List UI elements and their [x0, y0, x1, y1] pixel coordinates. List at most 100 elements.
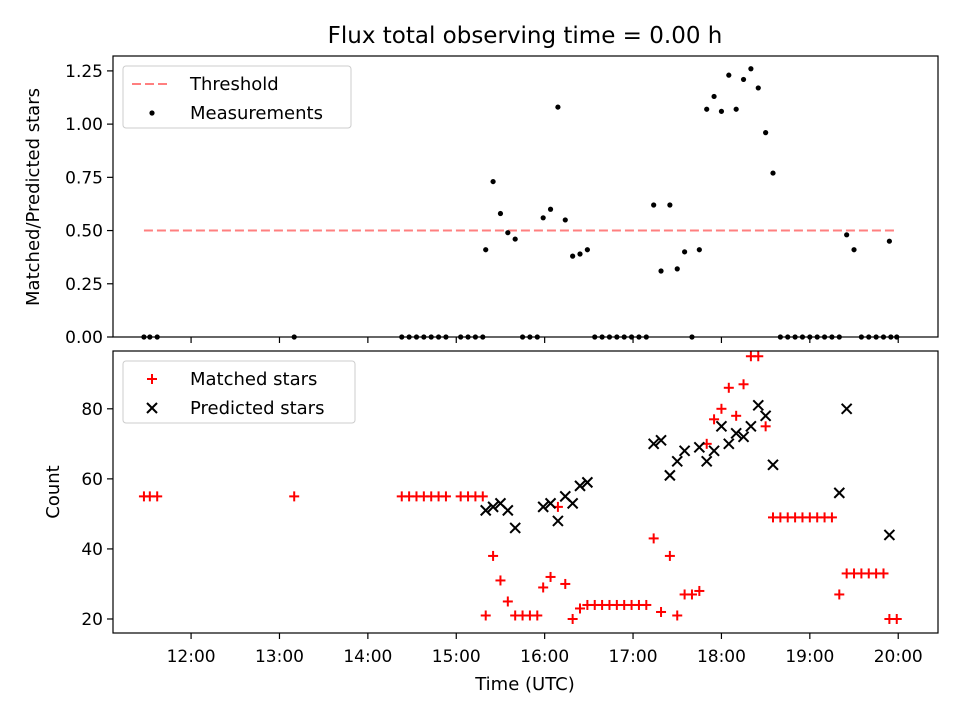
data-point: [495, 575, 506, 586]
data-point: [509, 522, 521, 534]
data-point: [581, 476, 594, 489]
data-point-stroke-b: [737, 431, 750, 443]
data-point: [562, 217, 568, 223]
data-point: [667, 202, 673, 208]
data-point-stroke-b: [671, 455, 683, 468]
data-point: [733, 106, 739, 112]
y-tick-label: 80: [81, 400, 103, 420]
series-predicted-stars: [480, 399, 896, 541]
data-point: [547, 206, 554, 212]
data-point: [709, 414, 720, 425]
data-point: [538, 582, 549, 593]
data-point: [655, 434, 667, 447]
data-point: [440, 491, 451, 502]
data-point-stroke-b: [767, 459, 779, 471]
data-point: [532, 610, 543, 621]
data-point-stroke-b: [647, 438, 660, 450]
data-point: [544, 497, 557, 510]
data-point: [545, 571, 556, 582]
data-point: [711, 93, 717, 100]
data-point: [694, 585, 705, 596]
legend-label: Threshold: [189, 74, 279, 95]
data-point: [648, 533, 659, 544]
data-point: [152, 491, 163, 502]
data-point: [552, 515, 564, 527]
data-point: [566, 497, 579, 510]
x-tick-label: 18:00: [697, 647, 746, 667]
top-y-axis-label: Matched/Predicted stars: [23, 88, 44, 306]
data-point: [826, 512, 837, 523]
x-tick-label: 14:00: [343, 647, 392, 667]
data-point-stroke-b: [678, 445, 691, 457]
legend: Matched stars Predicted stars: [122, 360, 356, 424]
chart-title: Flux total observing time = 0.00 h: [328, 23, 723, 49]
data-point: [755, 85, 761, 91]
data-point-stroke-b: [537, 501, 549, 513]
data-point: [834, 589, 845, 600]
y-tick-label: 40: [81, 540, 103, 560]
data-point-stroke-b: [480, 504, 492, 517]
data-point: [840, 403, 853, 415]
data-point: [289, 491, 300, 502]
legend-box: [122, 65, 352, 129]
data-point: [891, 613, 902, 624]
data-point-stroke-b: [752, 399, 764, 412]
data-point: [502, 596, 513, 607]
x-tick-label: 20:00: [874, 647, 923, 667]
y-tick-label: 0.50: [65, 222, 103, 242]
data-point: [480, 504, 492, 517]
data-point: [490, 178, 496, 185]
data-point: [678, 445, 691, 457]
data-point-stroke-b: [833, 487, 846, 499]
data-point: [647, 438, 660, 450]
legend-swatch-dot: [149, 110, 155, 116]
bottom-panel: 20 40 60 80 12:00 13:00 14:00 15:00 16:00 17:00 18…: [81, 350, 939, 667]
data-point: [767, 459, 779, 471]
data-point: [844, 232, 850, 238]
data-point-stroke-b: [574, 480, 586, 492]
data-point: [718, 108, 725, 114]
data-point: [833, 487, 846, 499]
legend-label: Predicted stars: [190, 398, 324, 419]
data-point: [570, 253, 576, 259]
data-point: [700, 455, 713, 468]
bottom-y-axis-label: Count: [43, 465, 64, 518]
data-point: [671, 455, 683, 468]
y-tick-label: 0.00: [65, 328, 103, 348]
y-tick-label: 1.00: [65, 115, 103, 135]
data-point: [477, 491, 488, 502]
data-point: [502, 504, 514, 517]
x-tick-label: 16:00: [520, 647, 569, 667]
data-point: [708, 445, 720, 457]
data-point: [716, 403, 727, 414]
data-point-stroke-b: [664, 469, 676, 482]
data-point: [487, 501, 499, 513]
data-point: [737, 431, 750, 443]
data-point-stroke-b: [552, 515, 564, 527]
plot-frame: [112, 55, 939, 338]
data-point: [537, 501, 549, 513]
data-point: [575, 603, 586, 614]
data-point-stroke-b: [745, 420, 757, 433]
data-point: [483, 247, 489, 253]
data-point: [696, 247, 702, 253]
data-point: [738, 379, 749, 390]
data-point: [770, 170, 776, 176]
data-point: [674, 266, 680, 272]
data-point: [763, 130, 769, 136]
data-point: [480, 610, 491, 621]
data-point-stroke-b: [544, 497, 557, 510]
data-point: [555, 104, 561, 110]
y-tick-label: 1.25: [65, 62, 103, 82]
data-point: [753, 351, 764, 362]
data-point: [731, 410, 742, 421]
legend-item: Matched stars: [147, 369, 317, 390]
data-point-stroke-b: [566, 497, 579, 510]
top-panel: 0.00 0.25 0.50 0.75 1.00 1.25 Threshold Measure…: [65, 55, 939, 348]
data-point: [682, 249, 688, 255]
data-point: [560, 578, 571, 589]
data-point-stroke-b: [509, 522, 521, 534]
data-point-stroke-b: [494, 497, 507, 510]
data-point: [505, 230, 511, 236]
